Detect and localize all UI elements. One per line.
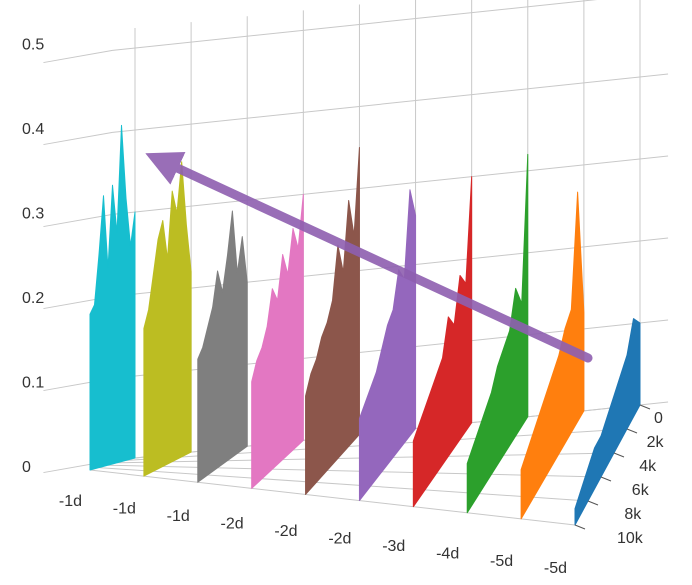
x-tick <box>639 404 651 410</box>
category-label: -4d <box>436 545 459 562</box>
x-tick-label: 10k <box>617 530 644 547</box>
trend-arrow <box>145 151 593 363</box>
grid-line <box>89 469 576 526</box>
slice <box>197 210 248 483</box>
slice <box>358 189 417 502</box>
x-tick <box>613 452 625 458</box>
slice <box>520 191 585 520</box>
z-tick-label: 0.3 <box>22 206 44 223</box>
slice <box>574 318 641 526</box>
x-tick-label: 4k <box>639 458 657 475</box>
category-label: -2d <box>221 516 244 533</box>
grid-line <box>43 213 113 228</box>
category-label: -1d <box>113 501 136 518</box>
grid-line <box>112 0 598 51</box>
x-tick <box>574 524 586 530</box>
z-tick-label: 0.1 <box>22 375 44 392</box>
x-tick-label: 8k <box>624 506 642 523</box>
x-tick <box>626 428 638 434</box>
slices <box>89 124 641 526</box>
category-label: -5d <box>544 560 567 577</box>
slice <box>412 176 473 508</box>
slice <box>466 153 529 514</box>
grid-line <box>98 467 589 502</box>
grid-line <box>107 464 602 478</box>
grid-line <box>43 131 113 146</box>
z-tick-label: 0.2 <box>22 290 44 307</box>
category-label: -1d <box>59 493 82 510</box>
z-tick-label: 0.5 <box>22 37 44 54</box>
z-tick-label: 0.4 <box>22 121 44 138</box>
category-label: -2d <box>328 530 351 547</box>
category-label: -2d <box>274 523 297 540</box>
x-tick-label: 2k <box>647 434 665 451</box>
x-tick <box>587 500 599 506</box>
grid-line <box>112 155 669 215</box>
slice <box>143 161 192 477</box>
slice <box>251 193 304 489</box>
grid-line <box>112 73 669 133</box>
labels: 0 0.1 0.2 0.3 0.4 0.5 0 2k 4k 6k 8k 10k -1d -1d -1d -2d… <box>22 37 664 578</box>
z-tick-label: 0 <box>22 459 31 476</box>
category-label: -3d <box>382 538 405 555</box>
slice <box>89 124 136 471</box>
x-tick-label: 0 <box>654 410 663 427</box>
x-tick <box>600 476 612 482</box>
slice <box>305 146 360 495</box>
x-tick-label: 6k <box>632 482 650 499</box>
category-label: -5d <box>490 553 513 570</box>
grid-line <box>43 49 113 64</box>
category-label: -1d <box>167 508 190 525</box>
